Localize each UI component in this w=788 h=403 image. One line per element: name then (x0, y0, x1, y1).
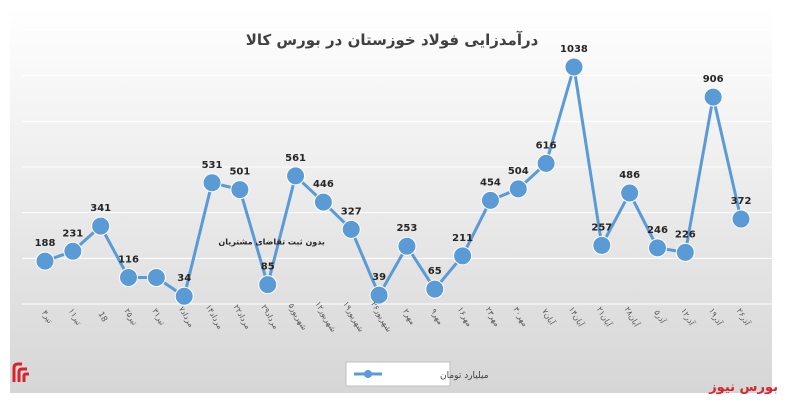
data-point (35, 251, 55, 271)
data-point (174, 286, 194, 306)
data-point (620, 183, 640, 203)
data-point (286, 166, 306, 186)
data-label: 327 (341, 206, 362, 217)
data-label: 253 (396, 223, 417, 234)
data-point (313, 192, 333, 212)
data-point (369, 285, 389, 305)
data-point (119, 268, 139, 288)
data-label: 561 (285, 153, 306, 164)
data-label: 246 (647, 225, 668, 236)
data-label: 486 (619, 170, 640, 181)
data-label: 65 (428, 266, 442, 277)
data-point (258, 275, 278, 295)
annotation: بدون ثبت تقاضای مشتریان (218, 238, 325, 247)
data-point (453, 246, 473, 266)
data-label: 501 (229, 167, 250, 178)
data-point (536, 153, 556, 173)
data-point (703, 87, 723, 107)
data-point (63, 241, 83, 261)
data-point (508, 179, 528, 199)
data-point (230, 180, 250, 200)
data-point (341, 219, 361, 239)
data-label: 1038 (560, 44, 588, 55)
data-point (91, 216, 111, 236)
data-label: 231 (62, 228, 83, 239)
data-label: 257 (591, 222, 612, 233)
data-label: 341 (90, 203, 111, 214)
data-point (647, 238, 667, 258)
data-label: 226 (675, 229, 696, 240)
data-point (564, 57, 584, 77)
data-point (397, 236, 417, 256)
data-label: 906 (703, 74, 724, 85)
legend-label: میلیارد تومان (440, 371, 489, 381)
data-label: 531 (202, 160, 223, 171)
data-label: 446 (313, 179, 334, 190)
data-point (425, 279, 445, 299)
data-point (731, 209, 751, 229)
data-label: 504 (508, 166, 529, 177)
data-point (675, 242, 695, 262)
data-point (480, 190, 500, 210)
data-label: 39 (372, 272, 386, 283)
data-label: 116 (118, 255, 139, 266)
data-label: 188 (35, 238, 56, 249)
brand-logo-icon (12, 362, 29, 382)
chart-title: درآمدزایی فولاد خوزستان در بورس کالا (246, 31, 539, 49)
data-label: 34 (177, 273, 191, 284)
data-label: 211 (452, 233, 473, 244)
data-point (202, 173, 222, 193)
data-label: 454 (480, 177, 501, 188)
data-label: 85 (261, 262, 275, 273)
brand-name: بورس نیوز (709, 380, 778, 395)
legend: میلیارد تومان (345, 361, 489, 387)
plot-area (10, 8, 772, 393)
x-tick-label: 18 (96, 310, 109, 323)
data-point (146, 268, 166, 288)
data-label: 372 (731, 196, 752, 207)
data-label: 616 (536, 140, 557, 151)
legend-marker (364, 370, 372, 378)
data-point (592, 235, 612, 255)
